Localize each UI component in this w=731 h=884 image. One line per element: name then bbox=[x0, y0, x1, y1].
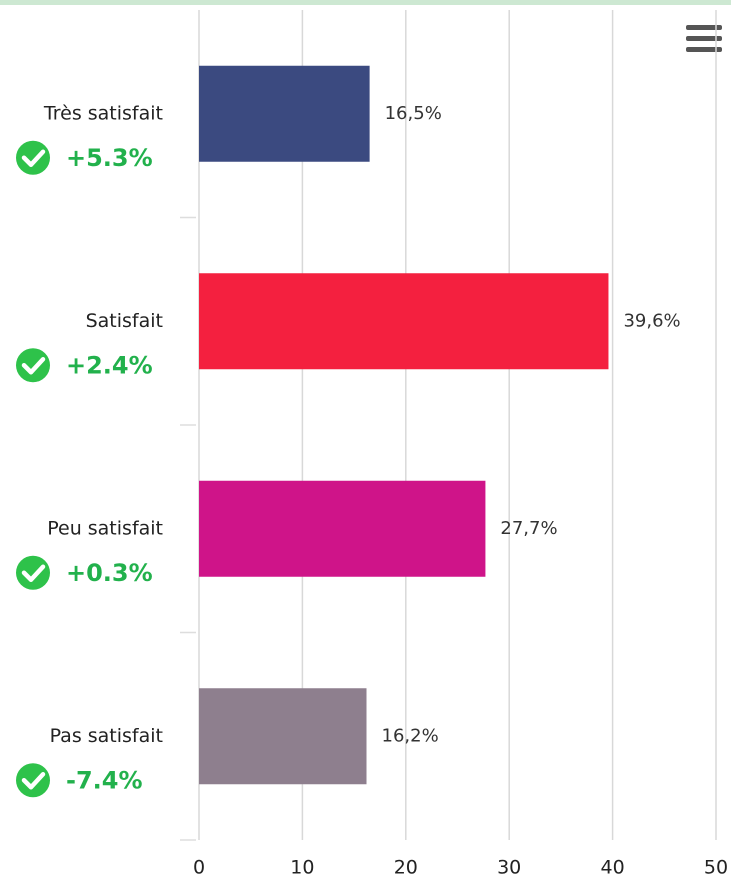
check-icon bbox=[16, 348, 50, 383]
top-strip bbox=[0, 0, 731, 5]
check-circle bbox=[16, 555, 50, 590]
x-tick-label: 50 bbox=[704, 857, 728, 879]
category-label: Peu satisfait bbox=[47, 517, 163, 539]
category-label: Très satisfait bbox=[43, 102, 163, 124]
x-tick-label: 0 bbox=[193, 857, 205, 879]
check-mark bbox=[21, 357, 46, 375]
check-mark bbox=[21, 772, 46, 790]
category-label: Satisfait bbox=[86, 310, 163, 332]
check-icon bbox=[16, 555, 50, 590]
data-label: 27,7% bbox=[500, 518, 557, 539]
bar bbox=[199, 688, 367, 785]
data-label: 39,6% bbox=[623, 310, 680, 331]
x-tick-label: 40 bbox=[601, 857, 625, 879]
change-label: +2.4% bbox=[66, 351, 153, 379]
check-circle bbox=[16, 348, 50, 383]
check-mark bbox=[21, 564, 46, 582]
data-label: 16,2% bbox=[382, 725, 439, 746]
change-label: +0.3% bbox=[66, 559, 153, 587]
x-tick-label: 10 bbox=[290, 857, 314, 879]
change-label: +5.3% bbox=[66, 144, 153, 172]
bar bbox=[199, 273, 609, 370]
check-icon bbox=[16, 140, 50, 175]
bar bbox=[199, 480, 486, 577]
check-mark bbox=[21, 149, 46, 167]
category-label: Pas satisfait bbox=[50, 725, 163, 747]
x-tick-label: 30 bbox=[497, 857, 521, 879]
bar bbox=[199, 65, 370, 162]
change-label: -7.4% bbox=[66, 766, 143, 794]
data-label: 16,5% bbox=[385, 103, 442, 124]
menu-icon[interactable] bbox=[686, 25, 722, 52]
check-icon bbox=[16, 763, 50, 798]
x-tick-label: 20 bbox=[394, 857, 418, 879]
check-circle bbox=[16, 763, 50, 798]
check-circle bbox=[16, 140, 50, 175]
